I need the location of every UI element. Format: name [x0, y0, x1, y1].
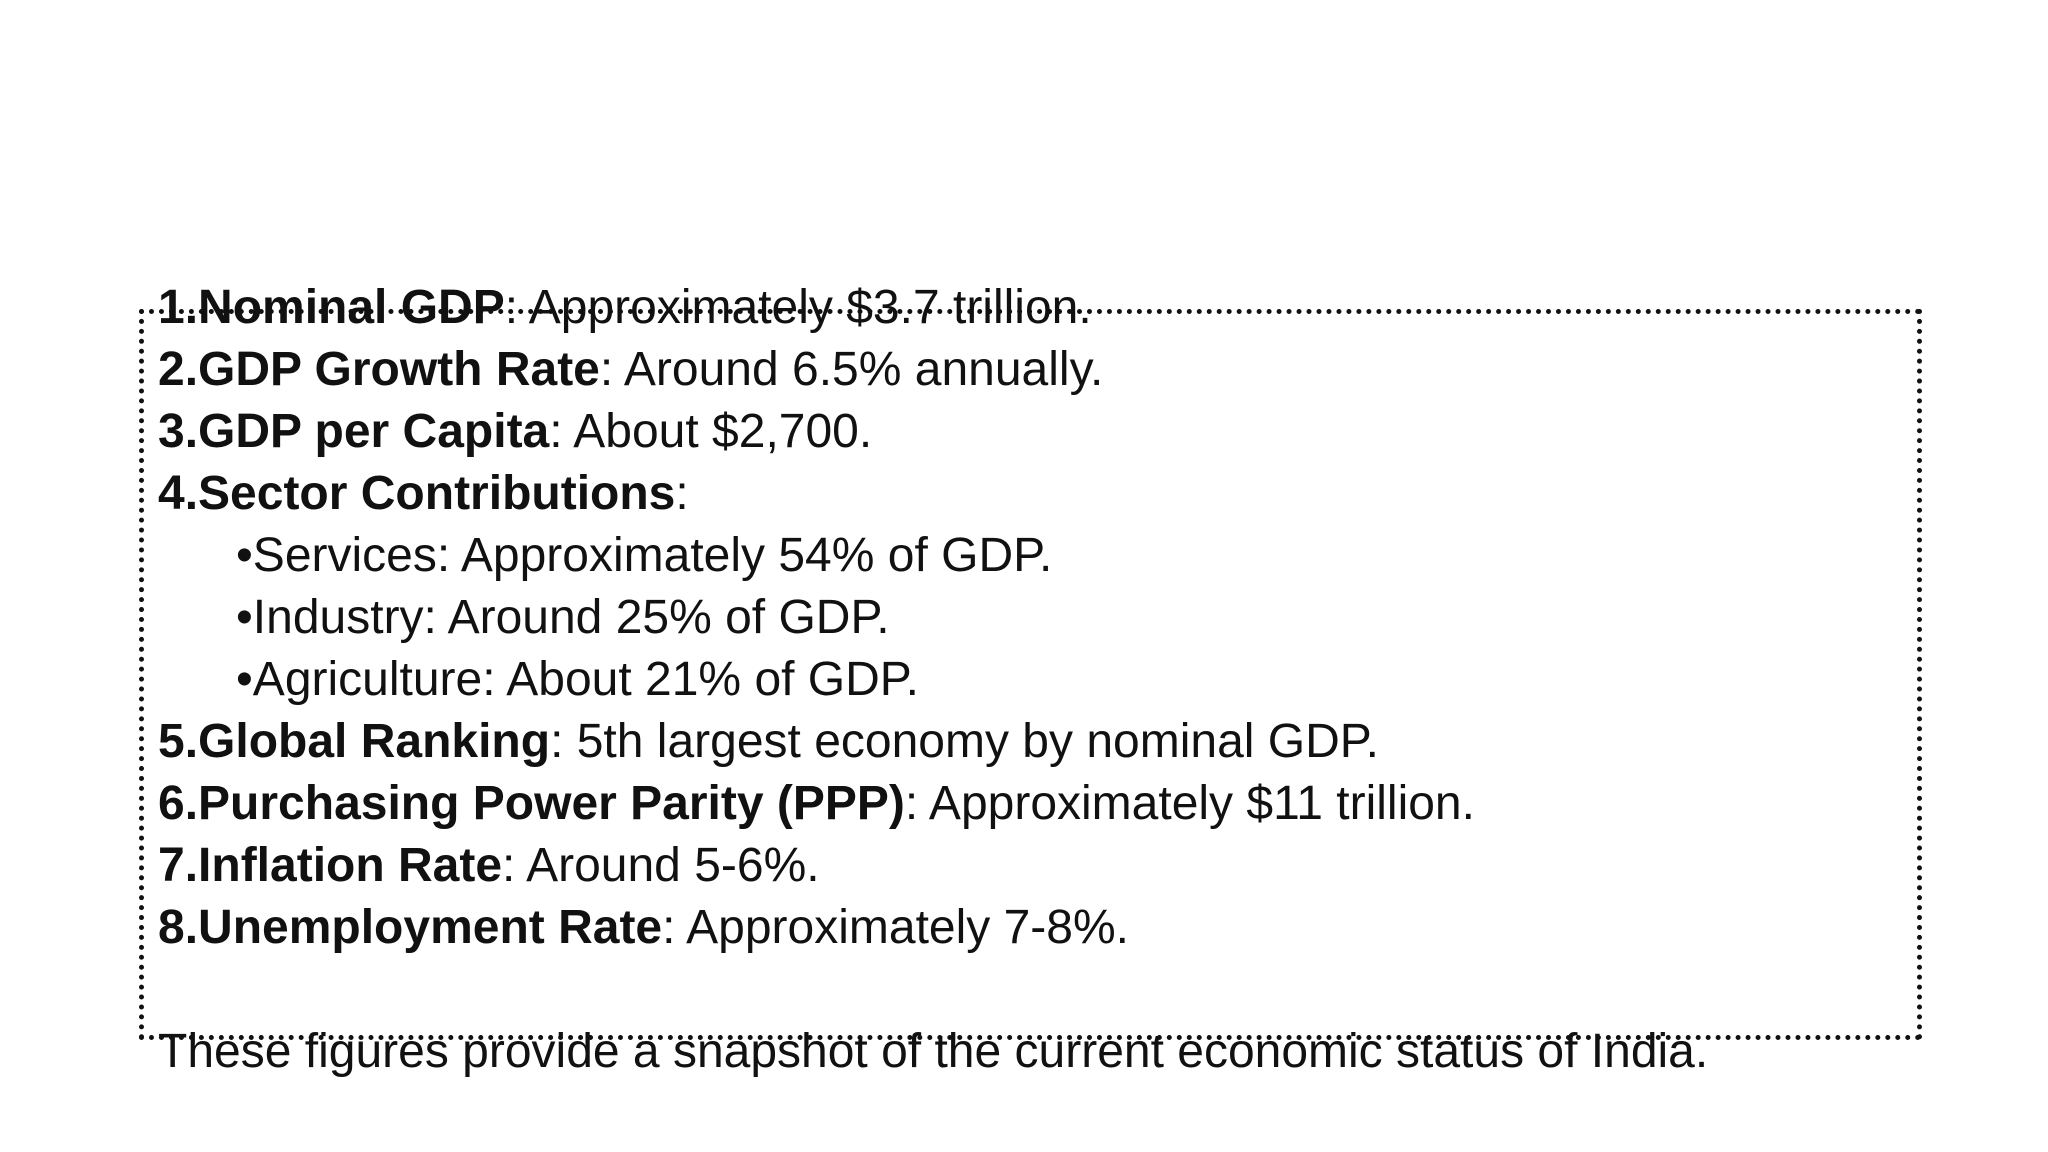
- item-label: 3.GDP per Capita: [158, 405, 550, 458]
- item-label: 6.Purchasing Power Parity (PPP): [158, 777, 905, 830]
- text-box-selection-border[interactable]: [139, 309, 1922, 1040]
- list-item-gdp-per-capita: 3.GDP per Capita: About $2,700.: [158, 401, 2018, 463]
- item-label: 8.Unemployment Rate: [158, 901, 663, 954]
- list-item-global-ranking: 5.Global Ranking: 5th largest economy by…: [158, 711, 2018, 773]
- list-item-nominal-gdp: 1.Nominal GDP: Approximately $3.7 trilli…: [158, 277, 2018, 339]
- item-label: 2.GDP Growth Rate: [158, 343, 600, 396]
- item-text: : Approximately 7-8%.: [662, 901, 1129, 954]
- item-text: : Around 6.5% annually.: [599, 343, 1104, 396]
- item-text: : Approximately $3.7 trillion.: [504, 281, 1092, 334]
- closing-sentence: These figures provide a snapshot of the …: [158, 1025, 1709, 1078]
- item-text: : 5th largest economy by nominal GDP.: [550, 715, 1379, 768]
- item-text: : Approximately $11 trillion.: [904, 777, 1475, 830]
- item-text: : Around 5-6%.: [502, 839, 820, 892]
- list-item-unemployment-rate: 8.Unemployment Rate: Approximately 7-8%.: [158, 897, 2018, 959]
- item-text: : About $2,700.: [549, 405, 873, 458]
- sector-bullet-services: •Services: Approximately 54% of GDP.: [236, 529, 1053, 582]
- blank-line: [158, 959, 2018, 1021]
- text-box[interactable]: 1.Nominal GDP: Approximately $3.7 trilli…: [158, 277, 2018, 1083]
- sector-bullet-agriculture: •Agriculture: About 21% of GDP.: [236, 653, 919, 706]
- item-label: 1.Nominal GDP: [158, 281, 505, 334]
- list-item-gdp-growth-rate: 2.GDP Growth Rate: Around 6.5% annually.: [158, 339, 2018, 401]
- item-text: :: [675, 467, 689, 520]
- item-label: 4.Sector Contributions: [158, 467, 676, 520]
- sector-bullet-industry: •Industry: Around 25% of GDP.: [236, 591, 890, 644]
- list-item-inflation-rate: 7.Inflation Rate: Around 5-6%.: [158, 835, 2018, 897]
- item-label: 5.Global Ranking: [158, 715, 551, 768]
- item-label: 7.Inflation Rate: [158, 839, 503, 892]
- list-item-sector-contributions: 4.Sector Contributions:: [158, 463, 2018, 525]
- list-item-ppp: 6.Purchasing Power Parity (PPP): Approxi…: [158, 773, 2018, 835]
